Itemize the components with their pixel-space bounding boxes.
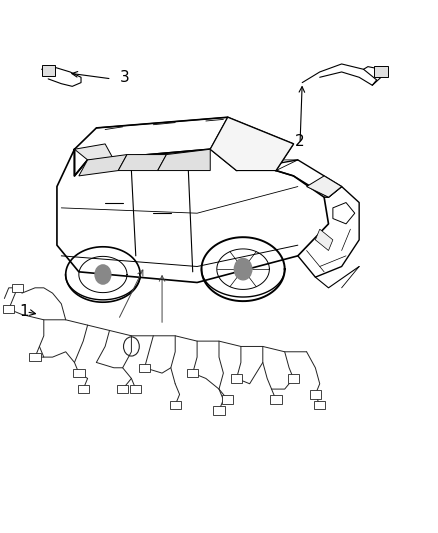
Text: 3: 3 (120, 70, 130, 85)
Bar (42, 65, 55, 76)
Circle shape (95, 265, 111, 284)
Text: 2: 2 (295, 134, 305, 149)
Polygon shape (74, 144, 114, 160)
Bar (213, 406, 225, 415)
Bar (130, 385, 141, 393)
Bar (12, 284, 23, 292)
Bar (314, 401, 325, 409)
Bar (187, 369, 198, 377)
Bar (139, 364, 150, 372)
Polygon shape (158, 149, 210, 171)
Text: 1: 1 (19, 304, 29, 319)
Polygon shape (315, 229, 333, 251)
Circle shape (234, 259, 252, 280)
Bar (231, 374, 242, 383)
Bar (3, 305, 14, 313)
Bar (78, 385, 89, 393)
Polygon shape (118, 155, 166, 171)
Bar (170, 401, 181, 409)
Bar (222, 395, 233, 404)
Polygon shape (307, 176, 342, 197)
Polygon shape (210, 117, 293, 171)
Bar (117, 385, 128, 393)
Bar (374, 66, 388, 77)
Polygon shape (79, 155, 127, 176)
Bar (73, 369, 85, 377)
Bar (288, 374, 299, 383)
Bar (310, 390, 321, 399)
Bar (29, 353, 41, 361)
Bar (270, 395, 282, 404)
